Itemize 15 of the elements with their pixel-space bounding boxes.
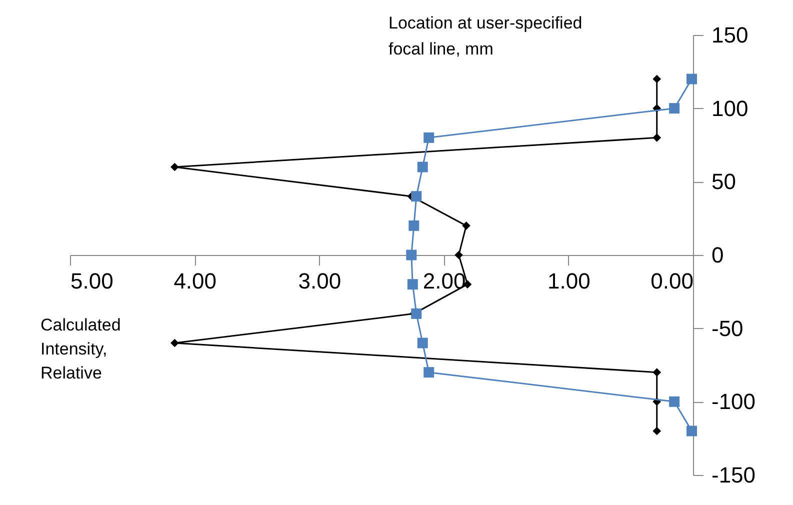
y-tick-label: -50 — [712, 316, 744, 341]
y-tick-label: 50 — [712, 169, 736, 194]
x-tick-label: 1.00 — [547, 268, 590, 294]
x-tick-label: 5.00 — [70, 268, 114, 294]
y-tick-label: -150 — [712, 462, 756, 488]
y-tick-label: 100 — [712, 96, 748, 121]
y-tick-label: 0 — [712, 242, 724, 268]
x-tick-label: 2.00 — [422, 268, 466, 294]
y-tick-label: 150 — [712, 22, 748, 48]
y-tick-label: -100 — [712, 389, 756, 414]
x-tick-label: 3.00 — [298, 268, 342, 294]
y-axis-title: Location at user-specified focal line, mm — [388, 14, 582, 58]
x-tick-label: 4.00 — [174, 268, 217, 294]
x-axis-title: Calculated Intensity, Relative — [40, 316, 121, 382]
x-tick-label: 0.00 — [650, 268, 694, 294]
